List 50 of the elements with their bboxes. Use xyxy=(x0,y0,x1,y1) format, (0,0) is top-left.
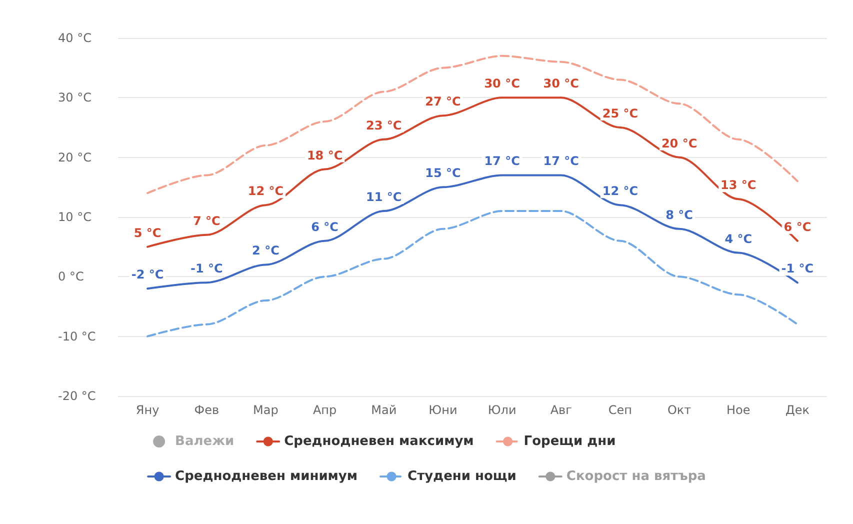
data-label: 17 °C xyxy=(543,154,580,168)
legend-label: Скорост на вятъра xyxy=(566,469,706,484)
x-tick-label: Май xyxy=(371,403,397,417)
data-label: 18 °C xyxy=(306,148,343,162)
data-label: 30 °C xyxy=(484,76,520,91)
y-tick-label: -10 °C xyxy=(58,329,96,344)
x-tick-label: Юли xyxy=(488,403,516,417)
x-tick-label: Сеп xyxy=(608,403,632,417)
legend-label: Студени нощи xyxy=(408,469,516,484)
data-label: 25 °C xyxy=(602,106,638,120)
data-label: 13 °C xyxy=(720,178,756,192)
x-tick-label: Авг xyxy=(550,403,572,417)
legend-label: Среднодневен максимум xyxy=(284,434,474,449)
y-tick-label: 0 °C xyxy=(58,270,84,284)
y-tick-label: 30 °C xyxy=(58,90,92,105)
y-tick-label: 10 °C xyxy=(58,210,92,224)
data-label: -1 °C xyxy=(190,262,223,276)
data-label: 15 °C xyxy=(425,166,461,180)
y-tick-label: -20 °C xyxy=(58,389,96,403)
data-label: 30 °C xyxy=(543,76,580,91)
legend-label: Валежи xyxy=(175,434,234,449)
x-tick-label: Ное xyxy=(726,403,750,417)
y-tick-label: 20 °C xyxy=(58,150,92,164)
line-series xyxy=(146,210,798,338)
data-label: 4 °C xyxy=(724,232,752,246)
data-label: -1 °C xyxy=(781,262,814,276)
data-label: 7 °C xyxy=(192,214,220,228)
data-label: 12 °C xyxy=(602,184,638,198)
data-label: 5 °C xyxy=(134,226,162,240)
data-label: 20 °C xyxy=(661,136,698,150)
data-label: 23 °C xyxy=(366,118,402,132)
x-tick-label: Дек xyxy=(785,403,810,417)
data-label: 27 °C xyxy=(425,94,461,109)
x-tick-label: Апр xyxy=(312,403,337,417)
x-tick-label: Яну xyxy=(136,403,160,417)
y-tick-label: 40 °C xyxy=(58,31,92,45)
data-label: 2 °C xyxy=(252,244,280,258)
data-label: 12 °C xyxy=(248,184,284,198)
data-label: 6 °C xyxy=(784,220,812,234)
data-label: 6 °C xyxy=(311,220,339,234)
x-tick-label: Мар xyxy=(253,403,278,417)
data-label: -2 °C xyxy=(131,268,164,282)
data-label: 8 °C xyxy=(666,208,694,222)
legend-label: Среднодневен минимум xyxy=(175,469,358,484)
legend-label: Горещи дни xyxy=(524,434,616,449)
data-label: 11 °C xyxy=(366,190,402,204)
x-tick-label: Фев xyxy=(194,403,220,417)
x-tick-label: Юни xyxy=(428,403,458,417)
data-label: 17 °C xyxy=(484,154,520,168)
x-tick-label: Окт xyxy=(667,403,692,417)
